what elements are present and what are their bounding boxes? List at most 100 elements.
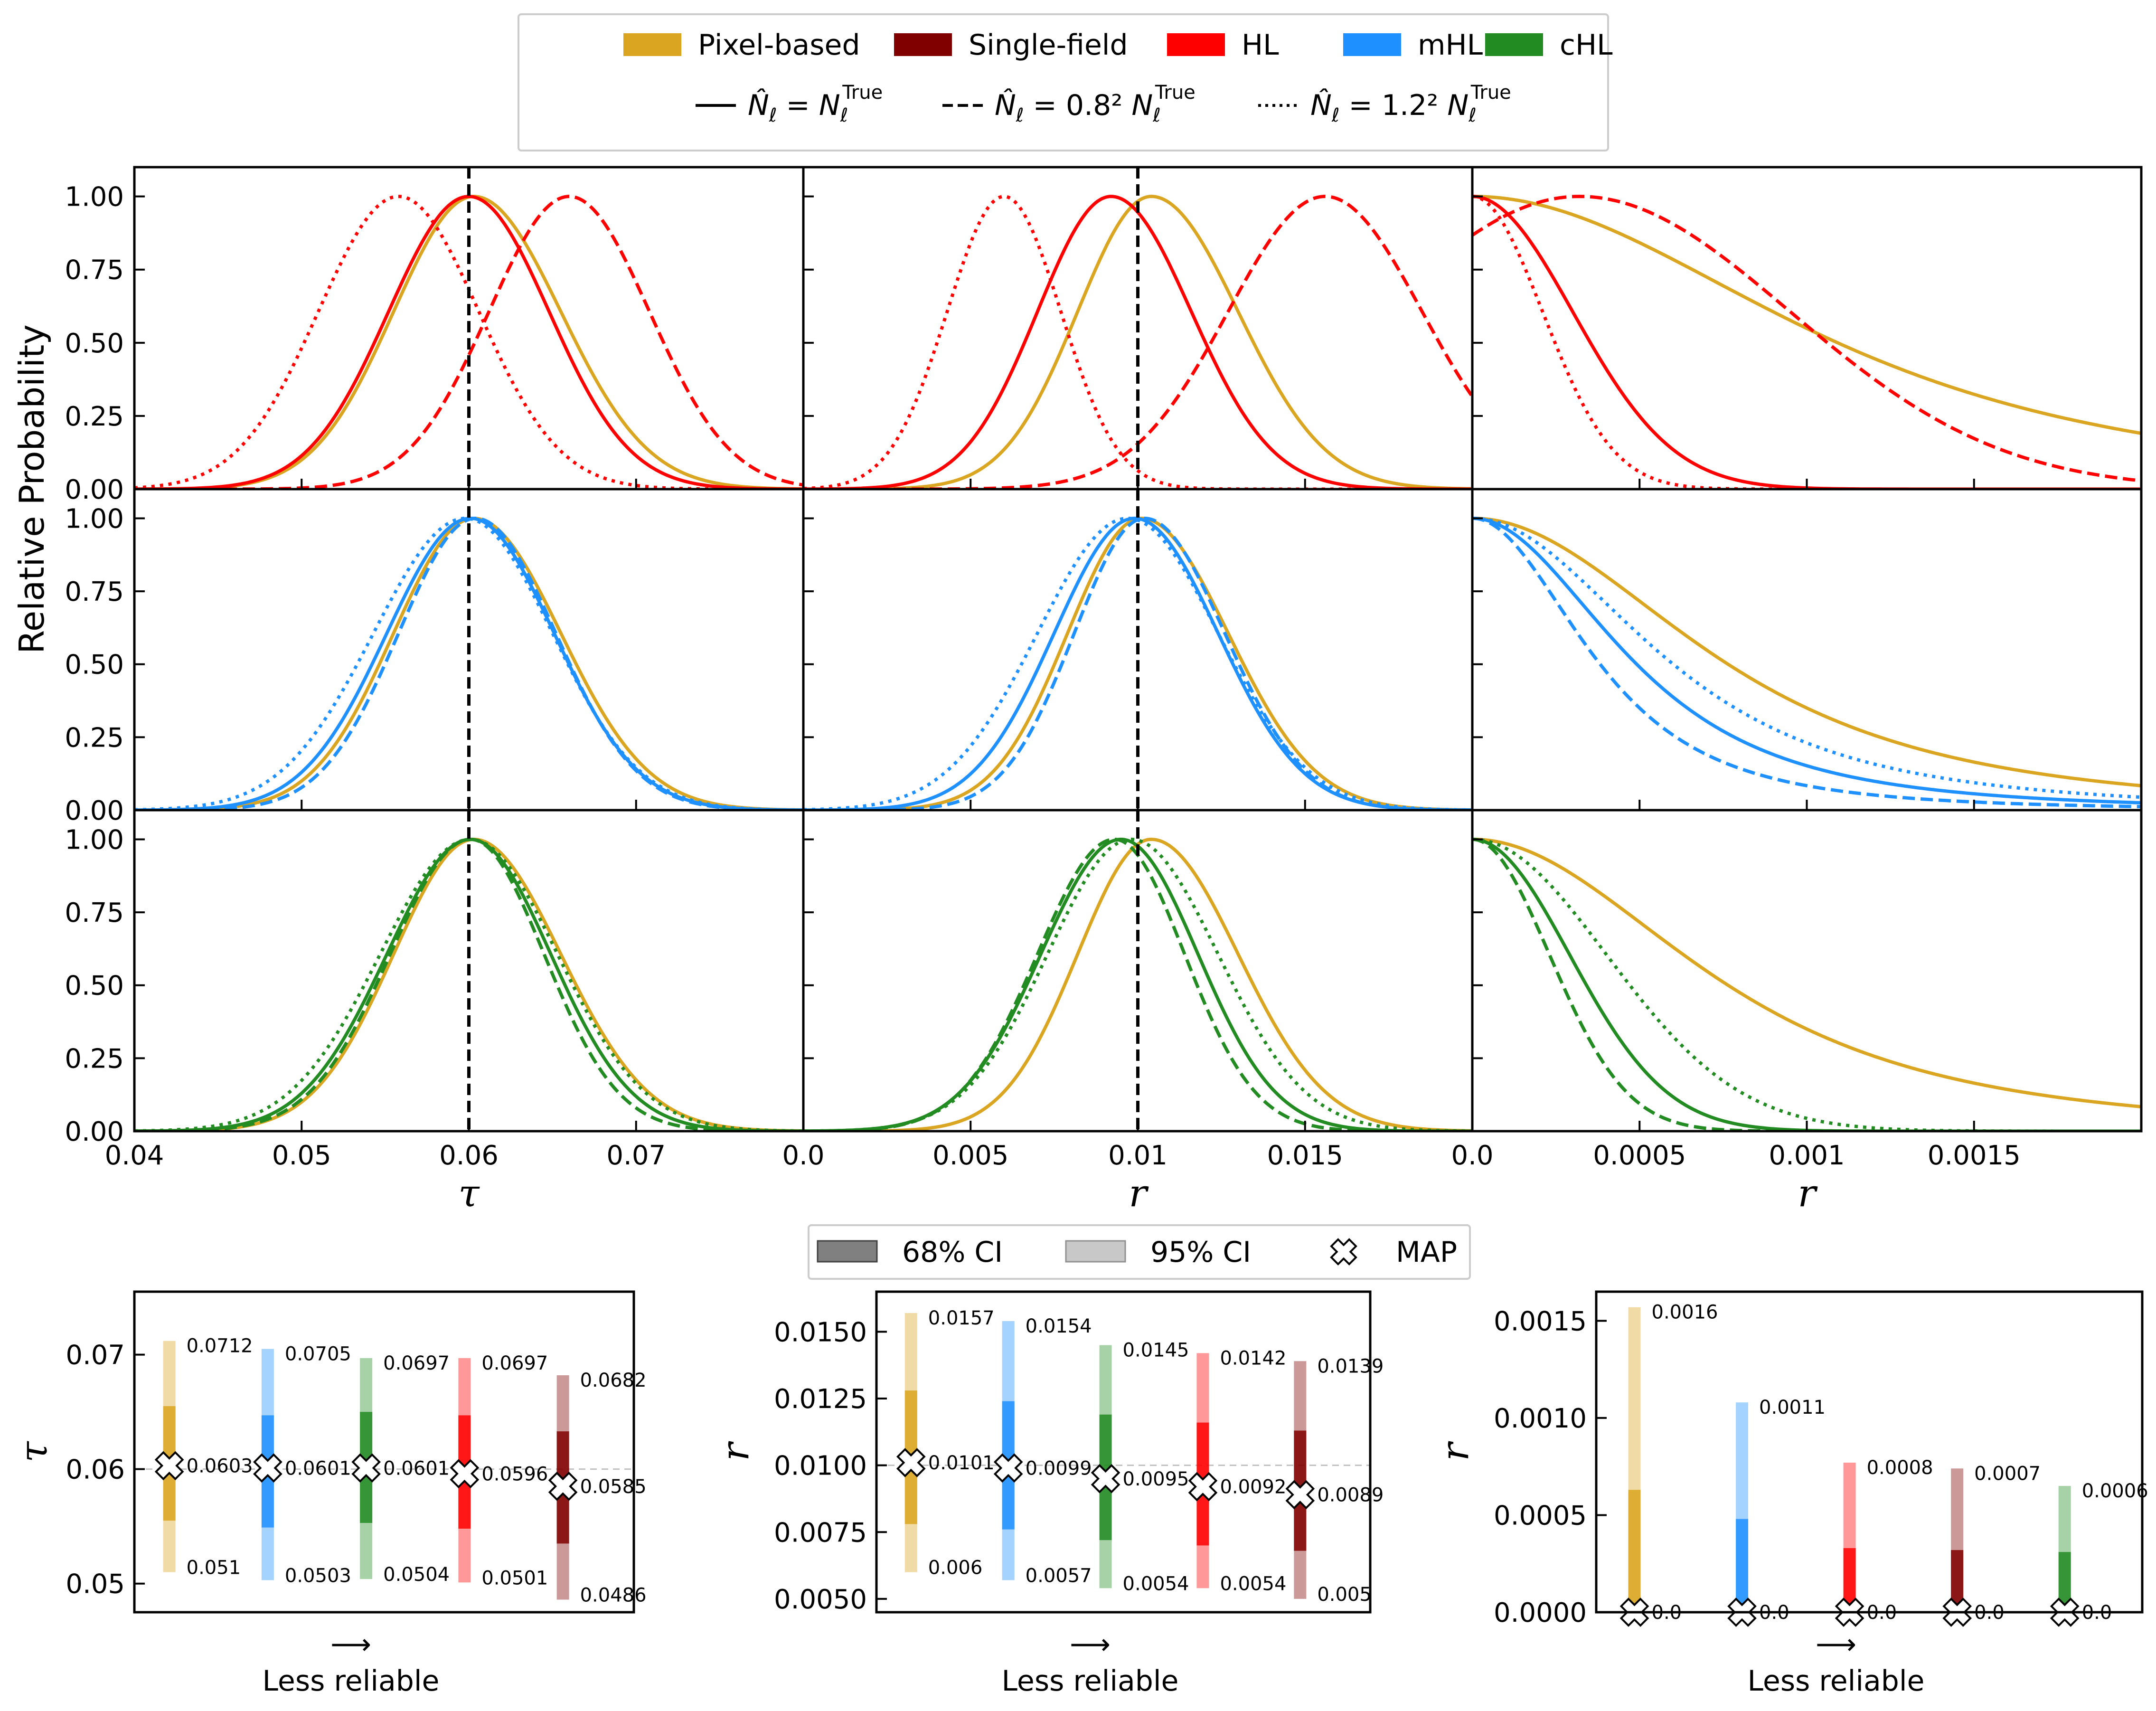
ci68-bar-0 [1628, 1490, 1641, 1612]
ci-lower-label-4: 0.005 [1317, 1584, 1372, 1606]
curve-mhl-solid [1472, 517, 2141, 804]
map-marker-3 [450, 1459, 480, 1489]
legend-noise: N̂ℓ = NℓTrue N̂ℓ = 0.8² NℓTrue N̂ℓ = 1.2… [696, 82, 1511, 126]
curve-pixel-based-solid [1472, 838, 2141, 1108]
ci-lower-label-0: 0.051 [187, 1557, 241, 1579]
posterior-panel-1-2: 0.0 0.005 0.01 0.015 [782, 809, 1474, 1171]
ci-upper-label-3: 0.0007 [1974, 1463, 2041, 1484]
ci-lower-label-1: 0.0503 [285, 1565, 351, 1587]
legend-noise-dashed: N̂ℓ = 0.8² NℓTrue [995, 82, 1196, 126]
x-axis-label-2: r [1798, 1171, 1818, 1215]
ci-lower-label-4: 0.0486 [580, 1584, 647, 1606]
interval-frame [133, 1290, 635, 1614]
panel-plot-area [1472, 517, 2141, 809]
y-tick-label: 0.25 [65, 401, 124, 432]
curve-mhl-dotted [803, 517, 1472, 810]
legend-swatch-0 [623, 33, 681, 56]
posterior-panel-2-2: 0.0 0.0005 0.001 0.0015 [1451, 809, 2143, 1171]
ci-upper-label-0: 0.0157 [928, 1307, 995, 1329]
legend-label-3: mHL [1418, 28, 1483, 62]
legend-swatch-1 [894, 33, 952, 56]
top-legend-frame [518, 13, 1609, 151]
legend-label-2: HL [1242, 28, 1279, 62]
ci-legend-frame [808, 1224, 1471, 1280]
y-tick-label: 0.00 [65, 795, 124, 826]
ci-lower-label-0: 0.006 [928, 1557, 983, 1579]
x-tick-label: 0.001 [1769, 1140, 1845, 1171]
y-tick-label: 0.75 [65, 898, 124, 928]
ci-legend: 68% CI 95% CI MAP [808, 1224, 1471, 1280]
ci-upper-label-2: 0.0008 [1867, 1457, 1933, 1479]
posterior-panel-0-2: 0.00 0.25 0.50 0.75 1.00 0.04 0.05 0.06 0.07 [65, 809, 805, 1171]
legend-map-label: MAP [1396, 1236, 1457, 1269]
curve-hl-dashed [1472, 195, 2141, 482]
legend-swatch-2 [1167, 33, 1225, 56]
reliability-label: Less reliable [1748, 1664, 1925, 1698]
panel-plot-area [803, 167, 1472, 489]
y-tick-label: 0.06 [66, 1455, 125, 1485]
curve-pixel-based-solid [1472, 517, 2141, 787]
y-tick-label: 0.25 [65, 1043, 124, 1074]
ci-lower-label-1: 0.0057 [1026, 1565, 1092, 1587]
ci-upper-label-2: 0.0145 [1123, 1340, 1189, 1361]
legend-label-0: Pixel-based [698, 28, 860, 62]
curve-chl-dotted [1472, 838, 2141, 1131]
legend-label-4: cHL [1560, 28, 1613, 62]
ci-upper-label-3: 0.0697 [481, 1352, 548, 1374]
legend-ci68-label: 68% CI [902, 1236, 1003, 1269]
curve-hl-dotted [803, 195, 1472, 489]
interval-y-label: r [1433, 1441, 1477, 1461]
map-value-label-2: 0.0601 [383, 1457, 450, 1479]
x-tick-label: 0.015 [1267, 1140, 1343, 1171]
interval-panel-2: 0.00160.00.00110.00.00080.00.00070.00.00… [1433, 1290, 2148, 1698]
x-tick-label: 0.06 [439, 1140, 499, 1171]
ci-lower-label-2: 0.0504 [383, 1564, 450, 1586]
map-value-label-4: 0.0585 [580, 1476, 647, 1498]
map-value-label-3: 0.0092 [1220, 1476, 1286, 1498]
legend-swatch-4 [1485, 33, 1543, 56]
y-tick-label: 0.50 [65, 650, 124, 681]
panel-plot-area [134, 810, 803, 1131]
reliability-label: Less reliable [1002, 1664, 1179, 1698]
interval-panels: 0.0712 0.0603 0.051 0.0705 0.0601 0.0503 0.069… [11, 1290, 2148, 1698]
map-marker-3 [1188, 1472, 1218, 1502]
top-legend: Pixel-based Single-field HL mHL cHL N̂ℓ = Nℓ… [518, 13, 1613, 151]
reliability-arrow: ⟶ [1070, 1628, 1111, 1661]
legend-methods: Pixel-based Single-field HL mHL cHL [623, 28, 1613, 62]
legend-ci95-label: 95% CI [1150, 1236, 1251, 1269]
x-tick-label: 0.005 [932, 1140, 1008, 1171]
y-tick-label: 0.0005 [1494, 1500, 1587, 1531]
x-axis-label-1: r [1129, 1171, 1149, 1215]
map-value-label-3: 0.0596 [481, 1463, 548, 1485]
legend-swatch-3 [1343, 33, 1401, 56]
y-tick-label: 0.0075 [774, 1517, 867, 1548]
map-marker-1 [253, 1453, 282, 1483]
legend-map-marker [1330, 1238, 1357, 1266]
ci-upper-label-1: 0.0011 [1759, 1397, 1826, 1418]
ci-lower-label-2: 0.0054 [1123, 1573, 1189, 1595]
y-tick-label: 0.25 [65, 722, 124, 753]
legend-ci68-swatch [817, 1240, 878, 1263]
y-tick-label: 1.00 [65, 503, 124, 534]
y-tick-label: 0.00 [65, 474, 124, 505]
map-marker-0 [896, 1448, 926, 1477]
ci-upper-label-3: 0.0142 [1220, 1347, 1286, 1369]
y-tick-label: 0.00 [65, 1116, 124, 1147]
ci68-bar-1 [1736, 1519, 1749, 1612]
x-tick-label: 0.07 [606, 1140, 666, 1171]
y-tick-label: 0.0010 [1494, 1403, 1587, 1434]
x-axis-label-0: τ [458, 1171, 480, 1215]
x-tick-label: 0.05 [272, 1140, 331, 1171]
map-value-label-4: 0.0089 [1317, 1484, 1384, 1506]
panel-plot-area [803, 810, 1472, 1131]
ci-lower-label-3: 0.0054 [1220, 1573, 1286, 1595]
curve-chl-dotted [134, 838, 803, 1131]
curve-mhl-dotted [134, 517, 803, 810]
y-tick-label: 0.0125 [774, 1384, 867, 1415]
x-tick-label: 0.0005 [1593, 1140, 1686, 1171]
map-marker-0 [154, 1451, 184, 1481]
ci-upper-label-0: 0.0016 [1652, 1302, 1718, 1323]
y-tick-label: 0.05 [66, 1569, 125, 1600]
